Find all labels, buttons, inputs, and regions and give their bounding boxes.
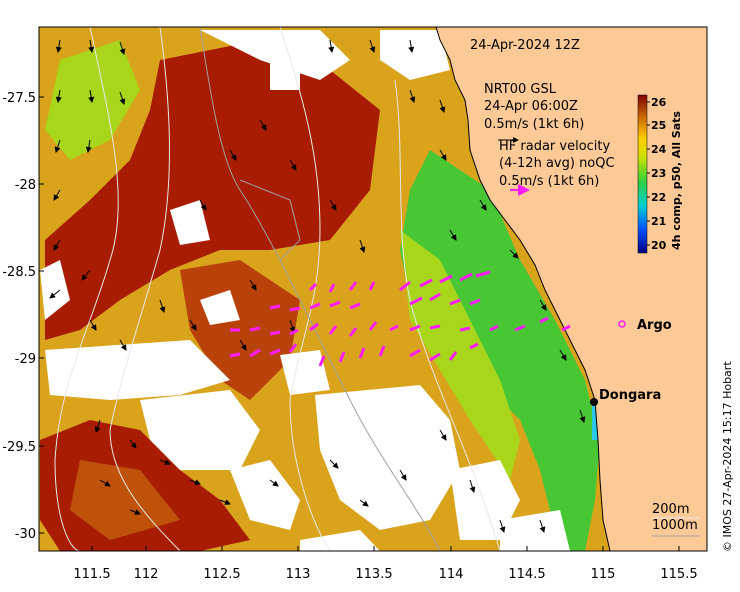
colorbar-tick: 23 [651,167,666,180]
plot-frame [38,26,708,552]
dongara-marker [590,398,598,406]
colorbar-tick: 21 [651,215,666,228]
radar-title: HF radar velocity [499,139,611,154]
lon-axis-labels: 111.5 112 112.5 113 113.5 114 114.5 115 … [73,567,697,582]
bathymetry-contours [54,27,501,551]
lat-axis-labels: -27.5 -28 -28.5 -29 -29.5 -30 [2,91,36,542]
lat-tick-label: -29 [15,352,36,367]
lon-tick-label: 113.5 [355,567,392,582]
model-velocity-arrows [49,39,586,533]
lat-tick-label: -27.5 [2,91,36,106]
colorbar-tick: 24 [651,143,667,156]
lat-tick-label: -30 [15,527,36,542]
argo-label: Argo [637,318,672,333]
lat-tick-label: -28.5 [2,265,36,280]
radar-subtitle: (4-12h avg) noQC [499,156,615,171]
model-label: NRT00 GSL [484,82,557,97]
lon-tick-label: 115.5 [660,567,697,582]
lon-tick-label: 113 [286,567,311,582]
no-data-patches [40,30,570,551]
lat-tick-label: -29.5 [2,440,36,455]
contour-200-label: 200m [652,502,689,517]
radar-scale: 0.5m/s (1kt 6h) [499,174,599,189]
lon-tick-label: 112 [134,567,159,582]
lon-tick-label: 114 [439,567,464,582]
sst-warm-region [45,40,380,340]
sst-cool-coastal [400,150,600,551]
lon-tick-label: 112.5 [203,567,240,582]
map-timestamp: 24-Apr-2024 12Z [470,38,580,53]
colorbar-tick: 26 [651,96,667,109]
lon-tick-label: 115 [591,567,616,582]
dongara-label: Dongara [599,388,661,403]
colorbar-tick: 25 [651,119,666,132]
lat-tick-label: -28 [15,178,36,193]
model-time: 24-Apr 06:00Z [484,99,578,114]
lon-tick-label: 114.5 [508,567,545,582]
model-scale: 0.5m/s (1kt 6h) [484,117,584,132]
colorbar-title: 4h comp, p50, All Sats [670,111,683,250]
hf-radar-velocity-arrows [229,270,571,367]
lon-tick-label: 111.5 [73,567,110,582]
colorbar: 26 25 24 23 22 21 20 4h comp, p50, All S… [637,94,683,254]
colorbar-tick: 20 [651,239,667,252]
argo-marker [618,320,626,328]
credit-text: © IMOS 27-Apr-2024 15:17 Hobart [721,361,734,552]
map-plot-area [39,27,707,551]
contour-1000-label: 1000m [652,518,698,533]
colorbar-tick: 22 [651,191,666,204]
